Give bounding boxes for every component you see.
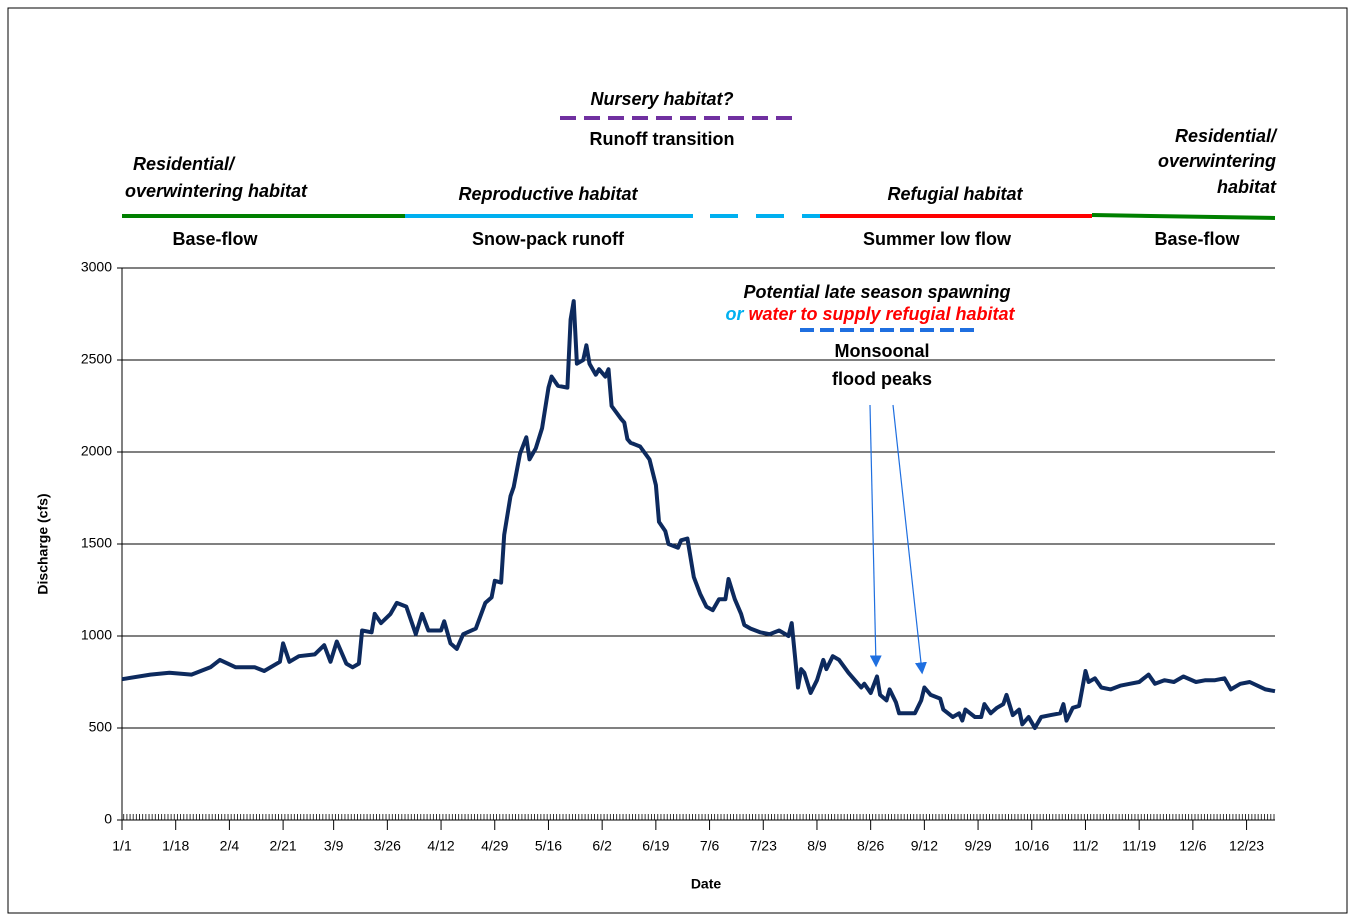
x-tick-label: 9/29 (964, 838, 991, 854)
x-axis-title: Date (691, 876, 722, 892)
y-tick-label: 0 (104, 811, 112, 827)
annotation-line: or water to supply refugial habitat (725, 304, 1015, 324)
annotation: overwintering habitat (125, 181, 308, 201)
arrow (892, 404, 927, 675)
x-tick-label: 8/26 (857, 838, 884, 854)
plot-area: 0 500 1000 1500 2000 2500 3000 1/1 1/18 2/4 2/21 3/… (81, 259, 1276, 854)
annotation: Base-flow (172, 229, 258, 249)
annotation: Monsoonal (835, 341, 930, 361)
x-tick-label: 7/23 (750, 838, 777, 854)
line-series (121, 299, 1276, 730)
y-tick-label: 1000 (81, 627, 112, 643)
annotation: water to supply refugial habitat (748, 304, 1015, 324)
annotation: habitat (1217, 177, 1277, 197)
y-tick-label: 1500 (81, 535, 112, 551)
y-tick-label: 2000 (81, 443, 112, 459)
annotation: Reproductive habitat (458, 184, 638, 204)
minor-ticks (122, 814, 1275, 820)
x-tick-label: 1/18 (162, 838, 189, 854)
y-axis-title: Discharge (cfs) (35, 493, 51, 594)
y-tick-label: 2500 (81, 351, 112, 367)
x-tick-label: 11/19 (1122, 838, 1156, 854)
x-tick-label: 4/29 (481, 838, 508, 854)
x-tick-label: 11/2 (1072, 838, 1098, 854)
x-tick-label: 7/6 (700, 838, 720, 854)
annotation: Residential/ (1175, 126, 1278, 146)
x-tick-label: 4/12 (427, 838, 454, 854)
annotation: Refugial habitat (887, 184, 1023, 204)
arrow (869, 404, 882, 668)
x-tick-label: 5/16 (535, 838, 562, 854)
annotation: Base-flow (1154, 229, 1240, 249)
annotation: Snow-pack runoff (472, 229, 625, 249)
x-tick-label: 2/4 (220, 838, 240, 854)
annotations: Nursery habitat? Runoff transition Resid… (122, 89, 1278, 675)
annotation: Potential late season spawning (743, 282, 1010, 302)
x-tick-label: 10/16 (1014, 838, 1049, 854)
annotation: Runoff transition (590, 129, 735, 149)
x-tick-label: 3/26 (374, 838, 401, 854)
x-tick-label: 12/23 (1229, 838, 1264, 854)
annotation: Summer low flow (863, 229, 1012, 249)
x-tick-label: 9/12 (911, 838, 938, 854)
x-tick-label: 8/9 (807, 838, 827, 854)
annotation: flood peaks (832, 369, 932, 389)
x-tick-label: 2/21 (269, 838, 296, 854)
annotation: or (725, 304, 744, 324)
y-tick-label: 3000 (81, 259, 112, 275)
rule (1091, 213, 1276, 220)
x-tick-label: 12/6 (1179, 838, 1206, 854)
x-tick-label: 1/1 (112, 838, 132, 854)
frame (7, 7, 1348, 914)
annotation: Residential/ (133, 154, 236, 174)
x-tick-label: 6/19 (642, 838, 669, 854)
annotation: Nursery habitat? (590, 89, 733, 109)
x-tick-label: 3/9 (324, 838, 344, 854)
x-tick-label: 6/2 (592, 838, 612, 854)
annotation: overwintering (1158, 151, 1276, 171)
y-tick-label: 500 (89, 719, 113, 735)
